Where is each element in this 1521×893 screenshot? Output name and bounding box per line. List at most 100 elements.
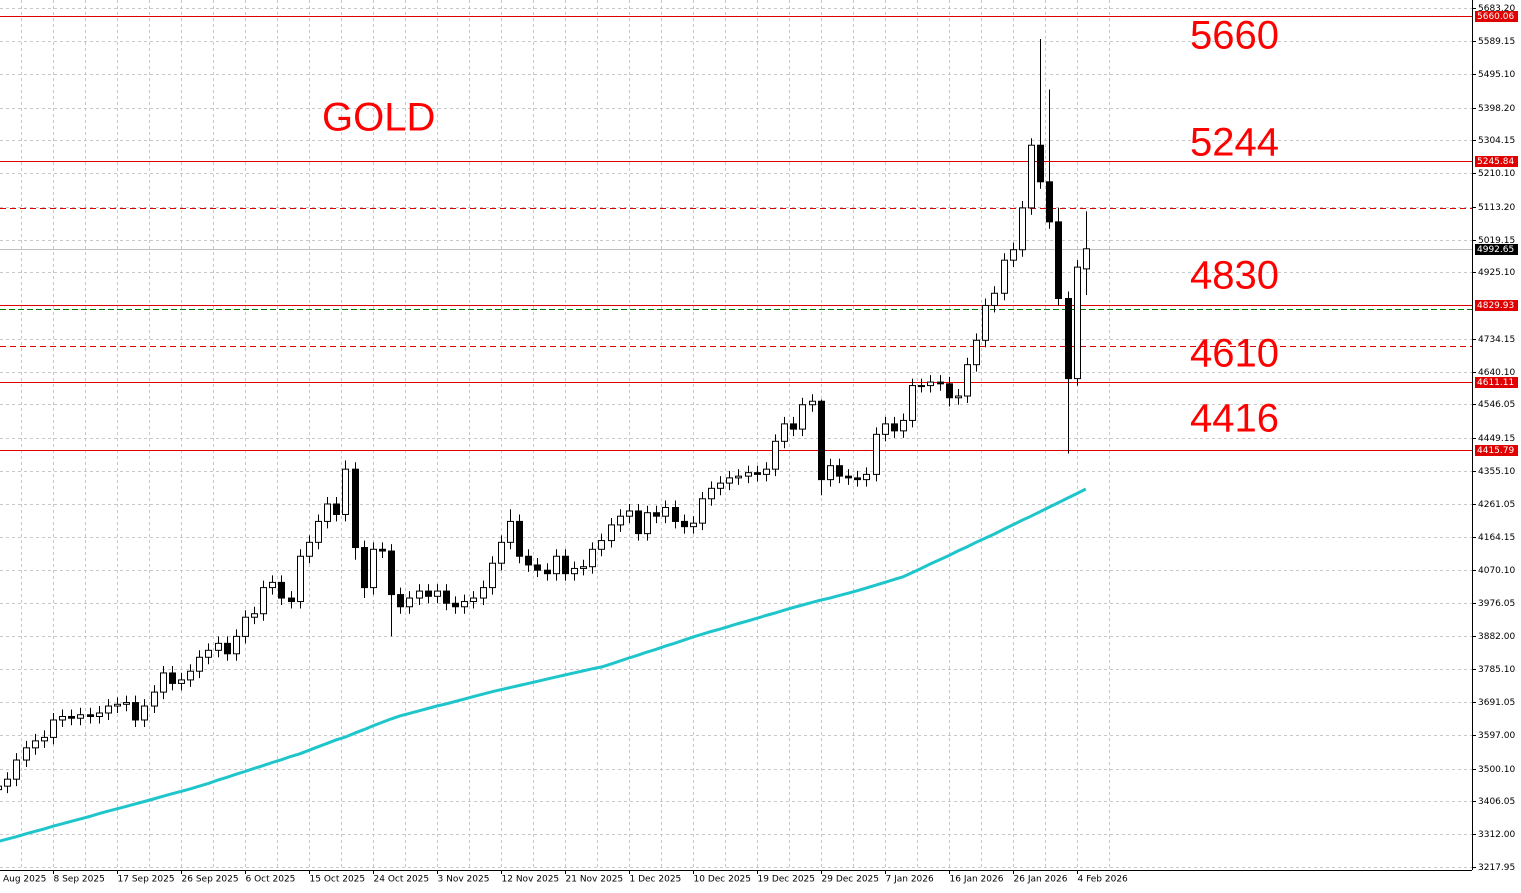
x-tick-label: 10 Dec 2025: [694, 875, 752, 885]
candle-body: [964, 364, 971, 397]
y-tick-label: 5304.15: [1478, 136, 1515, 146]
candle-body: [955, 395, 962, 399]
x-tick-label: 4 Feb 2026: [1078, 875, 1129, 885]
candle-body: [434, 590, 441, 597]
annotation: GOLD: [322, 96, 435, 140]
candle-body: [297, 555, 304, 603]
x-tick-label: 8 Sep 2025: [54, 875, 105, 885]
y-tick-label: 5019.15: [1478, 236, 1515, 246]
candle-body: [260, 587, 267, 615]
candle-body: [114, 703, 121, 707]
candle-body: [105, 705, 112, 714]
annotation: 5244: [1190, 121, 1279, 165]
candle-body: [461, 601, 468, 608]
candle-body: [745, 472, 752, 477]
candle-body: [863, 473, 870, 481]
y-tick-label: 4734.15: [1478, 335, 1515, 345]
candle-body: [41, 736, 48, 742]
candle-body: [799, 404, 806, 430]
candle-body: [900, 419, 907, 432]
candle-body: [918, 385, 925, 388]
price-tag: [1475, 244, 1518, 255]
candle-body: [937, 381, 944, 385]
candle-body: [818, 400, 825, 481]
candle-body: [927, 381, 934, 387]
candle-body: [608, 524, 615, 542]
candle-body: [534, 564, 541, 571]
candle-body: [507, 520, 514, 543]
y-tick-label: 3406.05: [1478, 797, 1515, 807]
candle-body: [489, 562, 496, 589]
x-tick-label: 1 Dec 2025: [630, 875, 682, 885]
price-tag: [1475, 377, 1518, 388]
candle-body: [151, 691, 158, 707]
y-tick-label: 5210.10: [1478, 169, 1515, 179]
x-tick-label: 15 Oct 2025: [310, 875, 366, 885]
axis: 5683.20 5589.15 5495.10 5398.20 5304.15 5210.…: [3, 4, 1518, 885]
candle-body: [1028, 144, 1035, 209]
candle-body: [251, 613, 258, 618]
candle-body: [553, 555, 560, 575]
candle-body: [644, 512, 651, 535]
candle-body: [909, 385, 916, 421]
candle-body: [205, 649, 212, 658]
y-tick-label: 4546.05: [1478, 400, 1515, 410]
candle-body: [178, 679, 185, 684]
candle-body: [169, 672, 176, 684]
x-tick-label: 24 Oct 2025: [374, 875, 430, 885]
candle-body: [187, 670, 194, 681]
candle-body: [123, 702, 130, 705]
candle-body: [1074, 266, 1081, 380]
candle-body: [452, 602, 459, 608]
candle-body: [1065, 297, 1072, 380]
y-tick-label: 5113.20: [1478, 203, 1515, 213]
y-tick-label: 4355.10: [1478, 467, 1515, 477]
candle-body: [781, 423, 788, 442]
x-tick-label: 26 Jan 2026: [1014, 875, 1068, 885]
candle-body: [617, 515, 624, 526]
candle-body: [68, 715, 75, 719]
candle-body: [827, 465, 834, 481]
y-tick-label: 5495.10: [1478, 70, 1515, 80]
y-tick-label: 3217.95: [1478, 863, 1515, 873]
price-tag: [1475, 11, 1518, 22]
candle-body: [973, 339, 980, 366]
price-tag-label: 4992.65: [1477, 245, 1514, 255]
candle-body: [96, 712, 103, 717]
candle-body: [809, 400, 816, 406]
candle-body: [1001, 259, 1008, 294]
y-tick-label: 4925.10: [1478, 268, 1515, 278]
candle-body: [480, 587, 487, 599]
y-tick-label: 3976.05: [1478, 599, 1515, 609]
candle-body: [1046, 181, 1053, 223]
candle-body: [59, 715, 66, 721]
y-tick-label: 3785.10: [1478, 665, 1515, 675]
candle-body: [699, 498, 706, 524]
candle-body: [763, 468, 770, 475]
y-tick-label: 3882.00: [1478, 632, 1515, 642]
candle-body: [873, 433, 880, 475]
candle-body: [23, 747, 30, 761]
candle-body: [361, 547, 368, 589]
candle-body: [525, 555, 532, 566]
candle-body: [278, 581, 285, 599]
candle-body: [882, 423, 889, 435]
x-tick-label: 21 Nov 2025: [566, 875, 624, 885]
y-tick-label: 4449.15: [1478, 434, 1515, 444]
grid: [0, 0, 1472, 870]
candle-body: [306, 541, 313, 557]
candle-body: [333, 503, 340, 515]
y-tick-label: 5589.15: [1478, 37, 1515, 47]
candle-body: [562, 555, 569, 575]
candle-body: [379, 548, 386, 552]
candle-body: [1019, 207, 1026, 251]
candle-body: [370, 548, 377, 589]
price-tag-label: 5660.06: [1477, 12, 1514, 22]
candle-body: [132, 702, 139, 721]
candle-body: [891, 423, 898, 432]
y-tick-label: 3691.05: [1478, 698, 1515, 708]
annotation: 4610: [1190, 332, 1279, 376]
candle-body: [215, 642, 222, 651]
